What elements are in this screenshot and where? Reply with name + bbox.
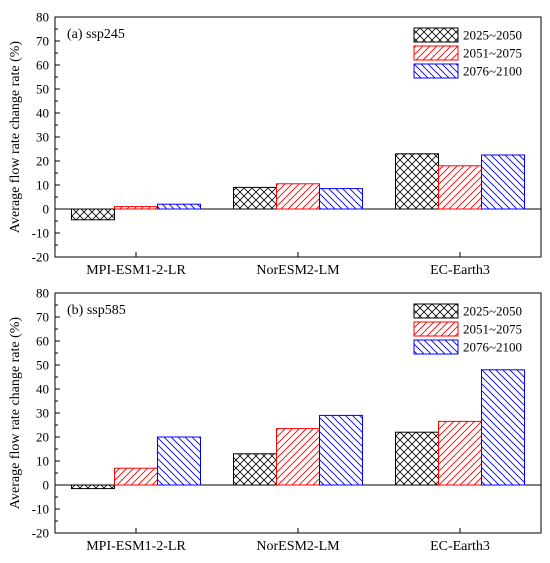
- y-tick-label: 60: [36, 334, 49, 349]
- x-tick-label: MPI-ESM1-2-LR: [86, 263, 186, 278]
- y-tick-label: 0: [43, 478, 50, 493]
- legend-label: 2051~2075: [463, 322, 522, 337]
- legend-label: 2025~2050: [463, 304, 522, 319]
- y-tick-label: -20: [32, 250, 49, 265]
- bar: [395, 431, 439, 486]
- x-tick-label: MPI-ESM1-2-LR: [86, 539, 186, 554]
- y-tick-label: -10: [32, 502, 49, 517]
- chart-panel-2: -20 -10 0 10 20 30 40 50 60 70 80 MPI-ESM1-2-LR NorE…: [8, 286, 542, 554]
- y-tick-label: -10: [32, 226, 49, 241]
- bar: [71, 208, 115, 221]
- panel-label: (b) ssp585: [67, 303, 126, 318]
- y-tick-label: 10: [36, 178, 49, 193]
- legend-swatch: [413, 339, 459, 355]
- plot-frame: [54, 292, 542, 534]
- bar: [276, 183, 320, 210]
- legend-label: 2051~2075: [463, 46, 522, 61]
- legend-swatch: [413, 45, 459, 61]
- y-tick-label: 70: [36, 34, 49, 49]
- y-tick-label: 30: [36, 406, 49, 421]
- x-tick-label: NorESM2-LM: [256, 539, 340, 554]
- y-tick-label: 0: [43, 202, 50, 217]
- legend-swatch: [413, 303, 459, 319]
- bar: [276, 428, 320, 486]
- bar: [481, 369, 525, 486]
- legend-label: 2076~2100: [463, 64, 522, 79]
- y-axis-label: Average flow rate change rate (%): [8, 41, 23, 233]
- legend-label: 2076~2100: [463, 340, 522, 355]
- bar: [395, 153, 439, 210]
- legend-swatch: [413, 27, 459, 43]
- bar: [114, 467, 158, 486]
- bar: [438, 165, 482, 210]
- x-tick-label: EC-Earth3: [430, 263, 490, 278]
- y-tick-label: 80: [36, 10, 49, 25]
- y-tick-label: 70: [36, 310, 49, 325]
- legend-swatch: [413, 321, 459, 337]
- y-tick-label: 40: [36, 106, 49, 121]
- bar: [481, 154, 525, 210]
- y-tick-label: 10: [36, 454, 49, 469]
- y-tick-label: 20: [36, 430, 49, 445]
- y-tick-label: 20: [36, 154, 49, 169]
- y-tick-label: 60: [36, 58, 49, 73]
- bar: [319, 188, 363, 210]
- y-tick-label: -20: [32, 526, 49, 541]
- bar: [233, 186, 277, 210]
- bar: [71, 484, 115, 490]
- legend-swatch: [413, 63, 459, 79]
- y-axis-label: Average flow rate change rate (%): [8, 317, 23, 509]
- legend-label: 2025~2050: [463, 28, 522, 43]
- panel-label: (a) ssp245: [67, 27, 125, 42]
- x-tick-label: EC-Earth3: [430, 539, 490, 554]
- bar: [438, 420, 482, 486]
- y-tick-label: 50: [36, 358, 49, 373]
- y-tick-label: 50: [36, 82, 49, 97]
- y-tick-label: 30: [36, 130, 49, 145]
- bar: [157, 436, 201, 486]
- y-tick-label: 80: [36, 286, 49, 301]
- bar: [319, 414, 363, 486]
- chart-panel-1: -20 -10 0 10 20 30 40 50 60 70 80 MPI-ESM1-2-LR NorE…: [8, 10, 542, 278]
- y-tick-label: 40: [36, 382, 49, 397]
- bar: [233, 453, 277, 486]
- bar: [114, 206, 158, 210]
- x-tick-label: NorESM2-LM: [256, 263, 340, 278]
- bar: [157, 203, 201, 210]
- plot-frame: [54, 16, 542, 258]
